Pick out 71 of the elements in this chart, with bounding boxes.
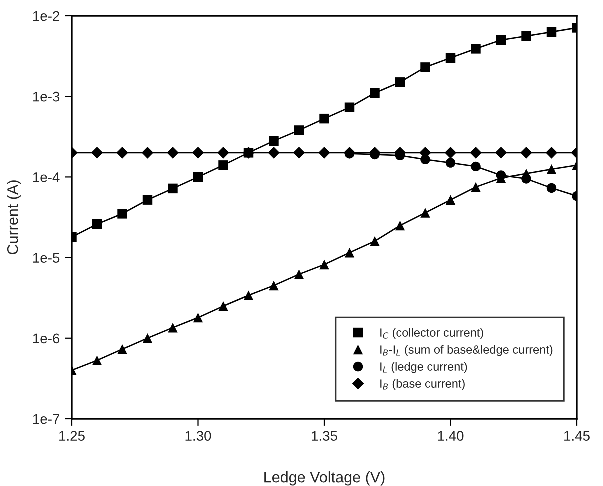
legend-label: I$_{B}$-I$_{L}$ (sum of base&ledge current) [380,345,553,356]
point [91,147,104,159]
x-tick-label: 1.35 [312,431,338,442]
point [522,31,532,42]
point [395,78,406,88]
point [320,260,330,270]
point [370,236,380,246]
legend-label: I$_{B}$ (base current) [380,379,465,390]
point [293,147,306,159]
point [522,174,532,184]
x-tick-label: 1.40 [438,431,464,442]
point [218,160,228,170]
point [471,162,481,172]
point [167,147,179,159]
point [471,44,481,54]
point [546,27,557,38]
point [244,290,254,300]
point [370,88,380,98]
point [446,53,456,64]
point [520,147,532,159]
point [446,195,456,205]
y-tick-label: 1e-6 [33,334,60,344]
y-tick-label: 1e-3 [33,92,60,102]
point [92,219,102,230]
y-tick-label: 1e-2 [33,11,60,22]
point [142,195,153,205]
point [269,280,279,291]
point [192,147,204,159]
point [218,301,228,312]
point [294,270,304,280]
point [294,126,304,136]
point [395,220,406,231]
y-tick-label: 1e-4 [33,172,60,182]
point [344,102,355,112]
y-axis-title: Current (A) [7,180,22,254]
point [344,248,355,258]
point [116,147,128,159]
point [218,147,230,159]
point [495,147,508,159]
point [444,147,457,159]
point [320,114,330,124]
x-tick-label: 1.25 [60,431,85,442]
point [193,312,204,323]
point [546,147,558,159]
point [496,170,506,180]
point [118,209,128,219]
legend-label: I$_{C}$ (collector current) [380,328,484,340]
point [318,147,330,159]
x-tick-label: 1.30 [186,431,212,442]
point [142,147,154,159]
point [92,356,102,366]
point [546,164,557,174]
y-tick-label: 1e-5 [33,253,60,263]
point [471,182,481,192]
point [496,35,506,46]
x-tick-label: 1.45 [564,431,590,442]
legend-label: I$_{L}$ (ledge current) [380,362,468,374]
point [546,183,557,194]
point [168,184,178,194]
point [446,158,456,168]
point [268,147,280,159]
y-tick-label: 1e-7 [33,414,60,424]
point [420,208,430,218]
point [193,172,204,182]
point [420,62,430,72]
point [118,344,128,354]
point [269,136,279,146]
point [142,334,153,344]
point [168,323,178,333]
x-axis-title: Ledge Voltage (V) [264,472,385,486]
point [470,147,482,159]
